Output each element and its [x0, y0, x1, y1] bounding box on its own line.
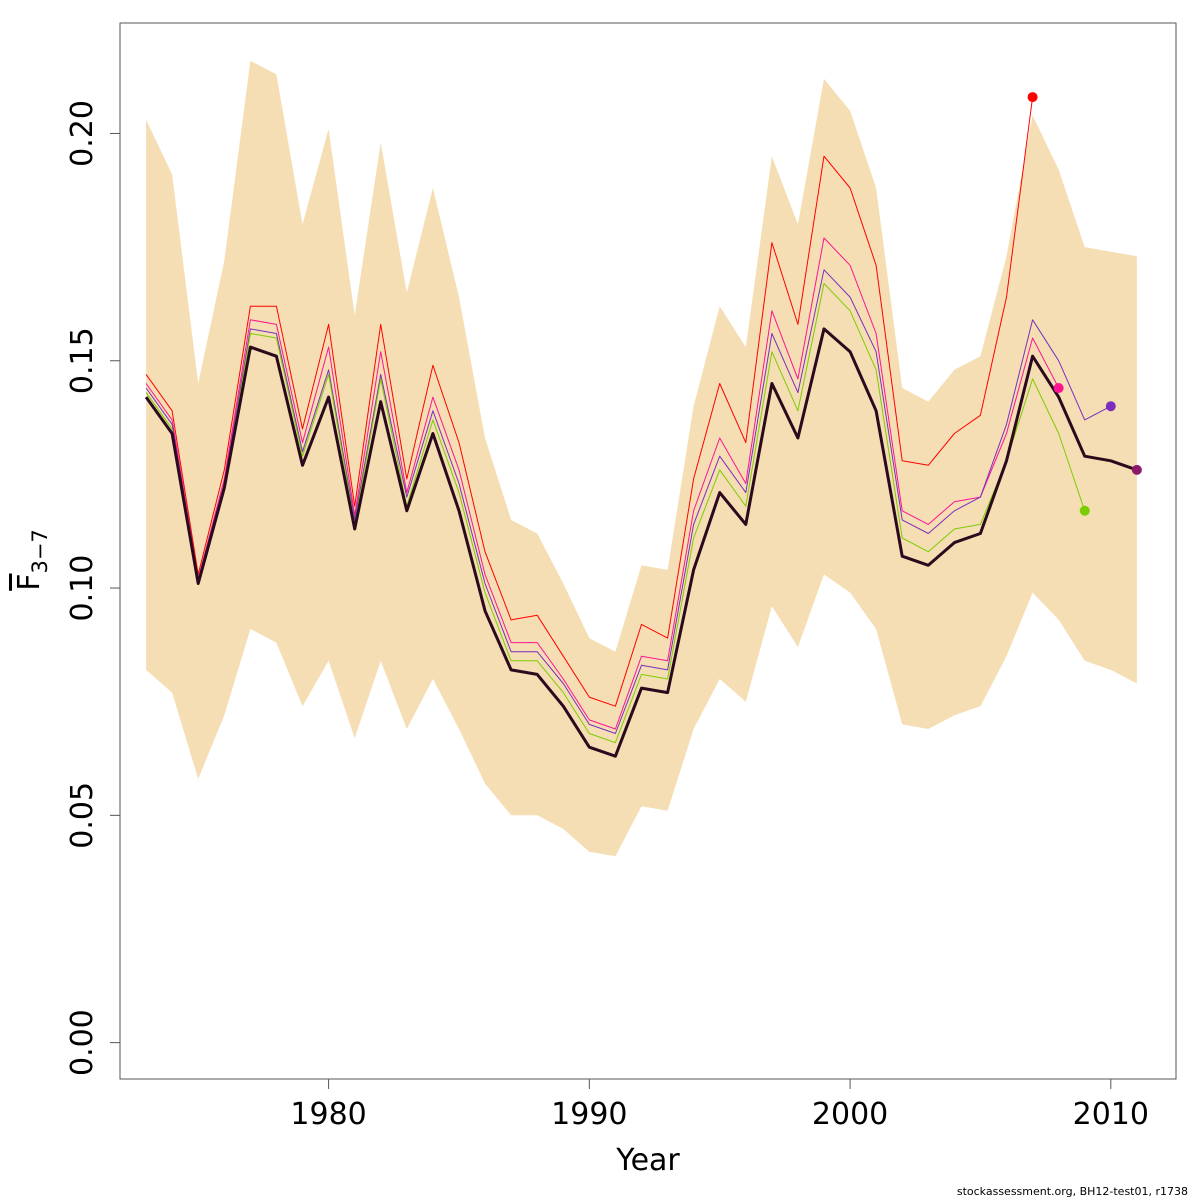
series-line-1: [145, 97, 1034, 707]
confidence-band-layer: [146, 60, 1137, 857]
y-tick-label: 0.15: [65, 327, 100, 394]
y-axis-title-main: F: [12, 574, 47, 591]
series-line-2: [145, 237, 1060, 730]
x-tick-label: 2010: [1073, 1097, 1149, 1132]
y-tick-label: 0.10: [65, 555, 100, 622]
x-tick-label: 1980: [290, 1097, 366, 1132]
x-tick-label: 2000: [812, 1097, 888, 1132]
series-end-dots-layer: [1027, 92, 1142, 516]
confidence-band: [146, 60, 1137, 857]
series-end-point-5: [1131, 464, 1142, 475]
plot-frame: [119, 22, 1177, 1080]
svg-text:F3−7: F3−7: [12, 529, 52, 591]
series-layer: [144, 97, 1138, 758]
series-end-point-2: [1053, 383, 1064, 394]
x-tick-label: 1990: [551, 1097, 627, 1132]
y-tick-label: 0.00: [65, 1009, 100, 1076]
footer-credit: stockassessment.org, BH12-test01, r1738: [956, 1185, 1188, 1198]
y-tick-label: 0.20: [65, 100, 100, 167]
series-end-point-1: [1027, 92, 1038, 103]
y-axis-title: F3−7: [12, 529, 52, 591]
y-tick-label: 0.05: [65, 782, 100, 849]
y-axis: 0.00 0.05 0.10 0.15 0.20: [65, 100, 120, 1076]
y-axis-title-subscript: 3−7: [28, 529, 52, 573]
series-end-point-3: [1105, 401, 1116, 412]
x-axis: 1980 1990 2000 2010: [290, 1079, 1149, 1132]
series-line-4: [145, 283, 1086, 744]
series-end-point-4: [1079, 505, 1090, 516]
series-line-3: [145, 269, 1112, 734]
series-line-5: [144, 327, 1138, 758]
x-axis-title: Year: [615, 1143, 680, 1178]
